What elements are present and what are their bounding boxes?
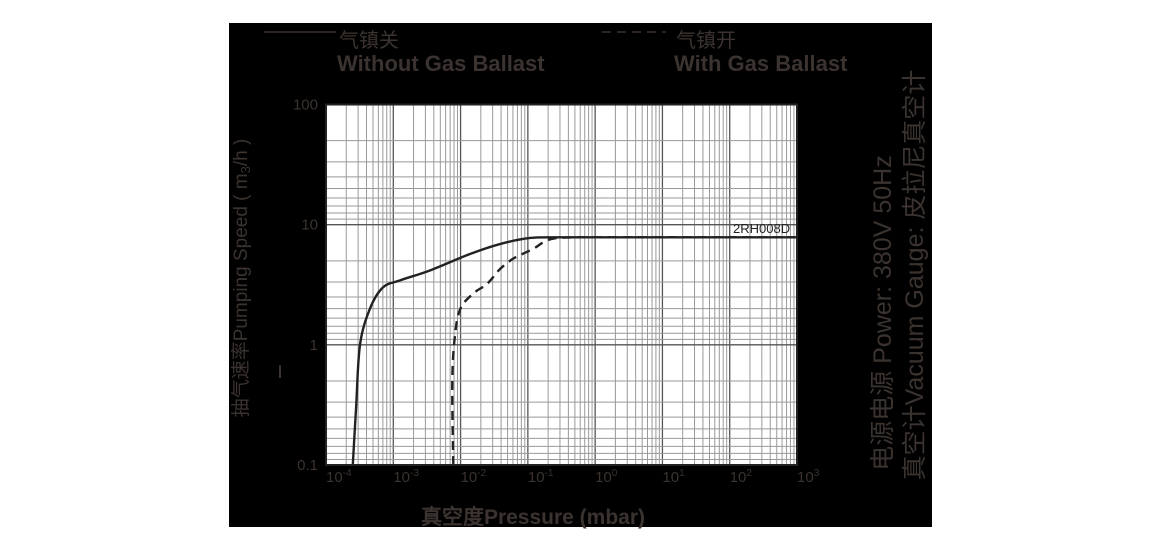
- svg-text:103: 103: [797, 468, 820, 486]
- svg-text:气镇关: 气镇关: [339, 29, 399, 52]
- svg-text:With Gas Ballast: With Gas Ballast: [674, 51, 848, 76]
- svg-text:1: 1: [310, 337, 318, 354]
- svg-text:10-3: 10-3: [393, 468, 419, 486]
- svg-text:Without Gas Ballast: Without Gas Ballast: [337, 51, 545, 76]
- svg-text:电源电源 Power: 380V 50Hz: 电源电源 Power: 380V 50Hz: [869, 155, 897, 470]
- svg-text:真空度Pressure (mbar): 真空度Pressure (mbar): [421, 505, 645, 529]
- svg-text:10-1: 10-1: [528, 468, 554, 486]
- svg-text:0.1: 0.1: [297, 457, 318, 474]
- svg-text:10-2: 10-2: [461, 468, 487, 486]
- svg-text:101: 101: [662, 468, 685, 486]
- svg-text:2RH008D: 2RH008D: [733, 221, 790, 236]
- svg-text:10-4: 10-4: [326, 468, 352, 486]
- svg-text:100: 100: [595, 468, 618, 486]
- svg-text:100: 100: [293, 97, 318, 114]
- svg-text:气镇开: 气镇开: [676, 29, 736, 52]
- svg-text:102: 102: [730, 468, 753, 486]
- svg-text:抽气速率Pumping Speed ( m3/h ): 抽气速率Pumping Speed ( m3/h ): [230, 139, 253, 418]
- svg-text:真空计Vacuum Gauge: 皮拉尼真空计: 真空计Vacuum Gauge: 皮拉尼真空计: [901, 70, 929, 481]
- svg-text:10: 10: [301, 217, 318, 234]
